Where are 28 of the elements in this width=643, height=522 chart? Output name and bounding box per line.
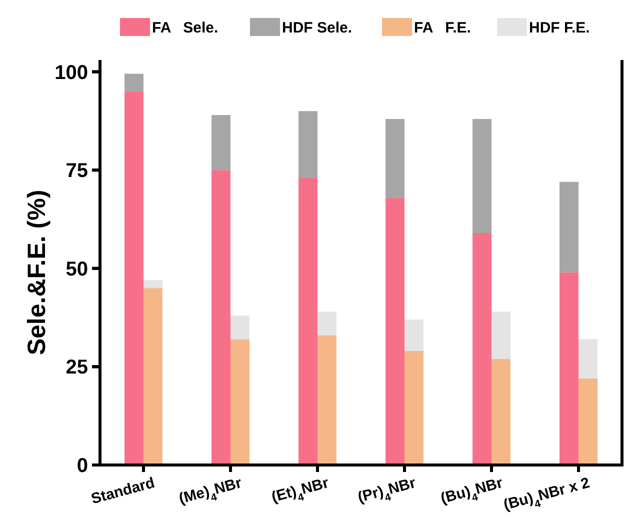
y-tick-label: 50: [66, 258, 88, 280]
legend-label: FA F.E.: [414, 19, 471, 36]
bar: [472, 118, 492, 234]
bar: [230, 316, 250, 340]
bar: [560, 272, 578, 465]
bar: [560, 182, 578, 272]
legend-label: FA Sele.: [152, 19, 218, 36]
bar: [212, 170, 230, 465]
y-axis-title: Sele.&F.E. (%): [23, 190, 51, 356]
bar: [298, 178, 318, 465]
bar: [124, 91, 144, 465]
y-tick-label: 100: [54, 62, 88, 84]
bar: [404, 320, 424, 351]
y-tick-label: 25: [66, 356, 88, 379]
y-tick-label: 0: [76, 455, 88, 477]
bar: [472, 233, 492, 465]
legend-label: HDF F.E.: [529, 19, 590, 36]
legend-label: HDF Sele.: [282, 19, 352, 36]
bar: [492, 312, 510, 359]
bar: [386, 198, 404, 465]
bar: [298, 111, 318, 178]
y-tick-label: 75: [66, 160, 88, 182]
bar: [318, 312, 336, 336]
bar: [212, 115, 230, 170]
bar: [386, 118, 404, 198]
bar: [144, 280, 162, 288]
bar: [124, 74, 144, 92]
bar: [578, 339, 598, 378]
